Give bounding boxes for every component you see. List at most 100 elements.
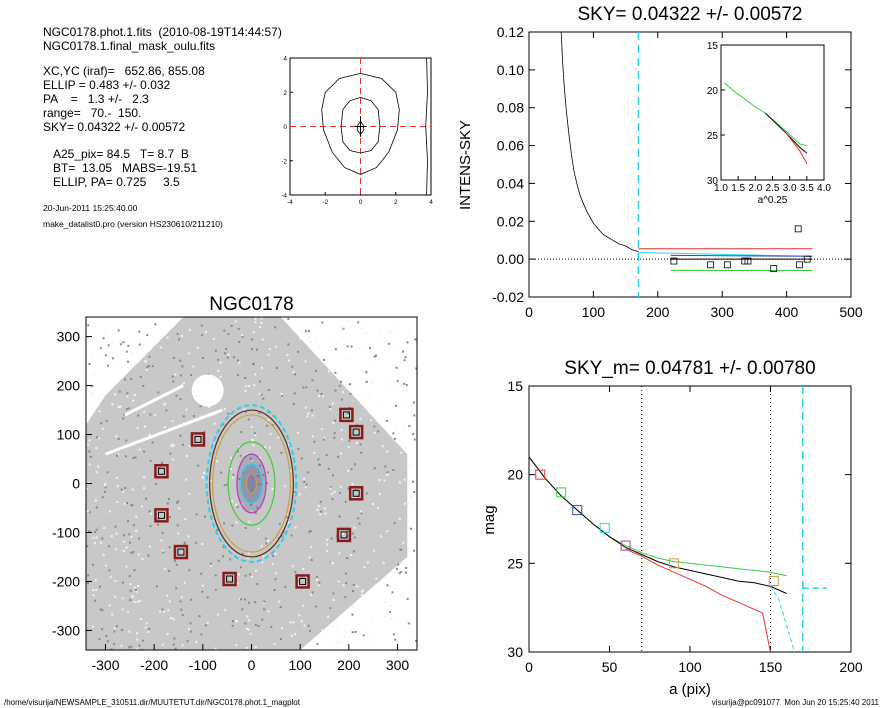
noise-pixel [145, 622, 148, 625]
noise-pixel [373, 432, 376, 435]
noise-pixel [360, 369, 363, 372]
noise-pixel [177, 500, 180, 503]
noise-pixel [259, 456, 262, 459]
noise-pixel [89, 455, 92, 458]
noise-pixel [353, 526, 356, 529]
y-tick-label: 0.04 [497, 175, 524, 191]
noise-pixel [318, 581, 321, 584]
noise-pixel [135, 648, 138, 650]
noise-pixel [415, 639, 417, 642]
noise-pixel [287, 317, 290, 320]
noise-pixel [254, 317, 257, 320]
noise-pixel [232, 356, 235, 359]
noise-pixel [412, 433, 415, 436]
x-tick-label: 50 [602, 659, 618, 675]
sky-box-inner [177, 548, 185, 556]
noise-pixel [124, 486, 127, 489]
noise-pixel [168, 569, 171, 572]
noise-pixel [238, 446, 241, 449]
noise-pixel [167, 498, 170, 501]
noise-pixel [244, 385, 247, 388]
noise-pixel [177, 532, 180, 535]
sky-box [336, 527, 352, 543]
noise-pixel [307, 412, 310, 415]
noise-pixel [109, 576, 112, 579]
noise-pixel [378, 493, 381, 496]
noise-pixel [217, 369, 220, 372]
noise-pixel [318, 463, 321, 466]
noise-pixel [380, 535, 383, 538]
sky-box-inner [157, 511, 165, 519]
noise-pixel [225, 483, 228, 486]
noise-pixel [117, 329, 120, 332]
noise-pixel [396, 567, 399, 570]
x-tick-label: 4 [429, 199, 433, 206]
noise-pixel [389, 585, 392, 588]
noise-pixel [393, 437, 396, 440]
noise-pixel [169, 452, 172, 455]
sky-sample-square [723, 261, 731, 269]
noise-pixel [394, 428, 397, 431]
noise-pixel [236, 582, 239, 585]
noise-pixel [390, 617, 393, 620]
sky-sample-square [670, 257, 678, 265]
noise-pixel [244, 376, 247, 379]
x-tick-label: 400 [775, 304, 799, 320]
noise-pixel [254, 601, 257, 604]
noise-pixel [122, 417, 125, 420]
noise-pixel [327, 370, 330, 373]
noise-pixel [123, 540, 126, 543]
noise-pixel [274, 552, 277, 555]
noise-pixel [96, 436, 99, 439]
file-title: NGC0178.phot.1.fits (2010-08-19T14:44:57… [43, 25, 282, 39]
y-tick-label: -4 [281, 193, 287, 200]
mag-series-cyan [770, 586, 796, 653]
noise-pixel [104, 328, 107, 331]
noise-pixel [323, 507, 326, 510]
noise-pixel [324, 512, 327, 515]
noise-pixel [180, 596, 183, 599]
noise-pixel [155, 585, 158, 588]
noise-pixel [310, 340, 313, 343]
inset-frame [720, 44, 825, 181]
noise-pixel [185, 478, 188, 481]
noise-pixel [154, 414, 157, 417]
noise-pixel [349, 392, 352, 395]
noise-pixel [129, 583, 132, 586]
noise-pixel [356, 585, 359, 588]
noise-pixel [241, 552, 244, 555]
noise-pixel [329, 407, 332, 410]
noise-pixel [252, 331, 255, 334]
noise-pixel [254, 512, 257, 515]
noise-pixel [174, 373, 177, 376]
noise-pixel [403, 382, 406, 385]
noise-pixel [339, 485, 342, 488]
noise-pixel [216, 460, 219, 463]
noise-pixel [121, 608, 124, 611]
noise-pixel [148, 510, 151, 513]
noise-pixel [122, 550, 125, 553]
noise-pixel [298, 493, 301, 496]
noise-pixel [303, 477, 306, 480]
noise-pixel [259, 380, 262, 383]
noise-pixel [400, 451, 403, 454]
noise-pixel [100, 541, 103, 544]
noise-pixel [413, 414, 416, 417]
noise-pixel [192, 415, 195, 418]
noise-pixel [337, 580, 340, 583]
noise-pixel [235, 503, 238, 506]
noise-pixel [307, 624, 310, 627]
noise-pixel [340, 452, 343, 455]
noise-pixel [198, 615, 201, 618]
noise-pixel [183, 581, 186, 584]
noise-pixel [117, 453, 120, 456]
noise-pixel [138, 330, 141, 333]
noise-pixel [376, 506, 379, 509]
x-tick-label: 100 [678, 659, 702, 675]
derived-a25: A25_pix= 84.5 T= 8.7 B [53, 147, 189, 161]
sky-box-inner [226, 575, 234, 583]
noise-pixel [339, 380, 342, 383]
noise-pixel [386, 584, 389, 587]
noise-pixel [360, 590, 363, 593]
noise-pixel [145, 497, 148, 500]
